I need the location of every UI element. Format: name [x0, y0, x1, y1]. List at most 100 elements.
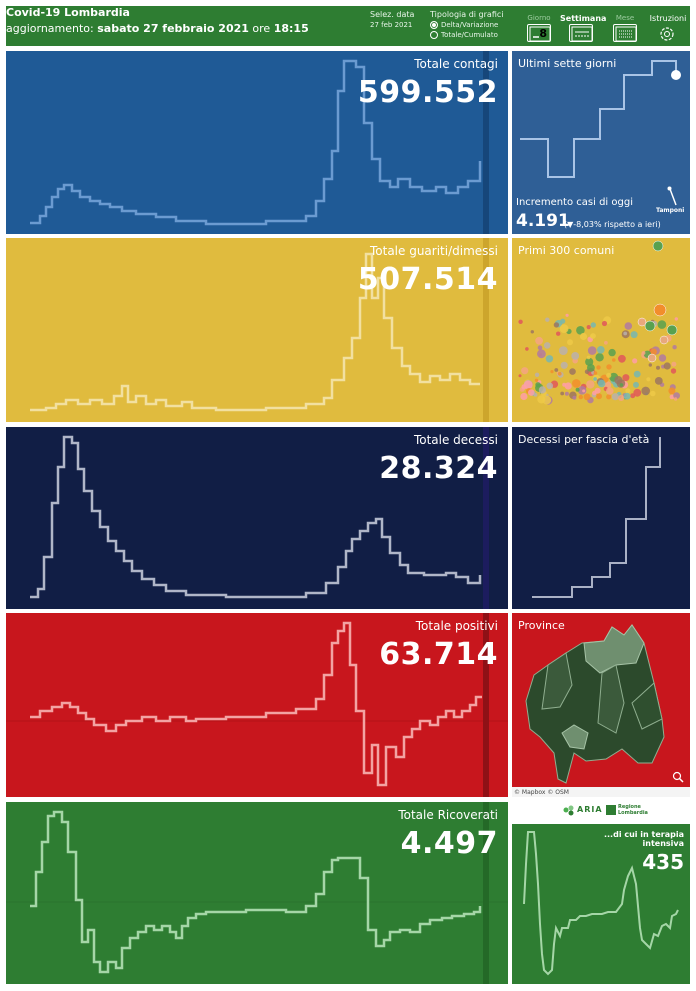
app-title: Covid-19 Lombardia	[6, 6, 130, 19]
comune-bubble	[521, 367, 529, 375]
increment-change: (▼-8,03% rispetto a ieri)	[564, 220, 661, 229]
comune-bubble	[633, 381, 639, 388]
chart-ricoverati	[6, 802, 508, 984]
comune-bubble	[606, 372, 612, 378]
comune-bubble	[521, 384, 527, 390]
comune-bubble	[586, 380, 595, 389]
instructions-button[interactable]	[658, 25, 676, 43]
comune-bubble	[630, 331, 638, 339]
comune-bubble	[673, 392, 680, 399]
comune-bubble	[525, 347, 529, 351]
comune-bubble	[590, 334, 594, 338]
comune-bubble	[596, 393, 602, 400]
comune-bubble	[623, 331, 628, 336]
panel-totale-positivi[interactable]: Totale positivi 63.714	[6, 613, 508, 797]
comune-bubble	[611, 393, 619, 401]
comune-bubble	[545, 317, 550, 322]
chart-terapia-intensiva	[523, 831, 679, 976]
comune-bubble	[632, 358, 638, 364]
comune-bubble	[557, 371, 562, 376]
panel-totale-guariti[interactable]: Totale guariti/dimessi 507.514	[6, 238, 508, 422]
select-date-value[interactable]: 27 feb 2021	[370, 21, 413, 29]
fascia-title: Decessi per fascia d'età	[518, 433, 650, 446]
update-date: sabato 27 febbraio 2021	[97, 22, 249, 35]
nav-month-label: Mese	[615, 14, 635, 22]
comune-bubble	[593, 371, 598, 375]
comune-bubble	[579, 332, 588, 341]
comune-bubble	[537, 395, 546, 404]
comune-bubble	[671, 361, 677, 367]
comune-bubble	[543, 342, 551, 349]
ricoverati-title: Totale Ricoverati	[398, 808, 498, 822]
comune-bubble	[659, 335, 669, 345]
comune-bubble	[625, 388, 631, 394]
comune-bubble	[578, 394, 583, 400]
contagi-value: 599.552	[357, 75, 498, 110]
panel-totale-ricoverati[interactable]: Totale Ricoverati 4.497	[6, 802, 508, 984]
comune-bubble	[553, 322, 560, 328]
comune-bubble	[587, 364, 595, 372]
comune-bubble	[587, 346, 597, 355]
panel-terapia-intensiva[interactable]: ...di cui in terapia intensiva 435	[512, 824, 690, 984]
comune-bubble	[585, 357, 594, 366]
comune-bubble	[641, 351, 646, 355]
radio-unselected-icon[interactable]	[430, 31, 438, 39]
panel-totale-contagi[interactable]: Totale contagi 599.552	[6, 51, 508, 234]
radio-selected-icon[interactable]	[430, 21, 438, 29]
comune-bubble	[597, 379, 606, 388]
comune-bubble	[648, 363, 652, 367]
comune-bubble	[518, 319, 523, 324]
chart-contagi	[30, 51, 489, 234]
comune-bubble	[565, 313, 569, 317]
comune-bubble	[571, 352, 580, 360]
chart-fascia-eta	[532, 437, 661, 598]
comune-bubble	[554, 368, 559, 372]
comune-bubble	[572, 379, 581, 388]
comune-bubble	[560, 391, 565, 396]
comuni-title: Primi 300 comuni	[518, 244, 615, 257]
comune-bubble	[674, 317, 678, 321]
nav-week-button[interactable]	[569, 24, 593, 42]
comune-bubble	[595, 353, 604, 362]
comune-bubble	[653, 303, 667, 317]
province-map[interactable]	[512, 613, 690, 797]
comune-bubble	[564, 382, 572, 390]
chart-type-option-totale[interactable]: Totale/Cumulato	[430, 31, 498, 39]
panel-primi-300-comuni[interactable]: Primi 300 comuni	[512, 238, 690, 422]
ricoverati-value: 4.497	[400, 826, 498, 861]
comune-bubble	[559, 324, 569, 333]
comune-bubble	[618, 354, 626, 363]
nav-month-button[interactable]	[613, 24, 637, 42]
comune-bubble	[583, 393, 591, 401]
intensiva-title: ...di cui in terapia intensiva	[603, 830, 684, 848]
decessi-title: Totale decessi	[413, 433, 498, 447]
chart-type-option-delta[interactable]: Delta/Variazione	[430, 21, 498, 29]
aria-logo: ARIA	[562, 804, 602, 818]
update-line: aggiornamento: sabato 27 febbraio 2021 o…	[6, 22, 309, 35]
tamponi-button[interactable]	[664, 185, 684, 209]
comune-bubble	[606, 387, 614, 395]
panel-totale-decessi[interactable]: Totale decessi 28.324	[6, 427, 508, 609]
comune-bubble	[537, 345, 543, 350]
tamponi-label: Tamponi	[656, 207, 685, 214]
update-prefix: aggiornamento:	[6, 22, 94, 35]
comune-bubble	[647, 353, 657, 363]
panel-province[interactable]: Province © Mapbox © OSM	[512, 613, 690, 797]
panel-ultimi-sette-giorni[interactable]: Ultimi sette giorni Incremento casi di o…	[512, 51, 690, 234]
comune-bubble	[633, 388, 642, 397]
comune-bubble	[618, 394, 625, 401]
comune-bubble	[670, 368, 677, 374]
zoom-icon[interactable]	[672, 771, 684, 783]
comune-bubble	[622, 374, 630, 382]
nav-day-button[interactable]: 8	[527, 24, 551, 42]
comune-bubble	[650, 348, 657, 356]
comune-bubble	[637, 317, 647, 327]
panel-decessi-fascia-eta[interactable]: Decessi per fascia d'età	[512, 427, 690, 609]
intensiva-value: 435	[642, 850, 684, 874]
comune-bubble	[590, 322, 596, 328]
chart-positivi	[6, 613, 508, 797]
comune-bubble	[624, 322, 633, 330]
comune-bubble	[577, 386, 587, 395]
comune-bubble	[608, 348, 616, 357]
province-title: Province	[518, 619, 565, 632]
